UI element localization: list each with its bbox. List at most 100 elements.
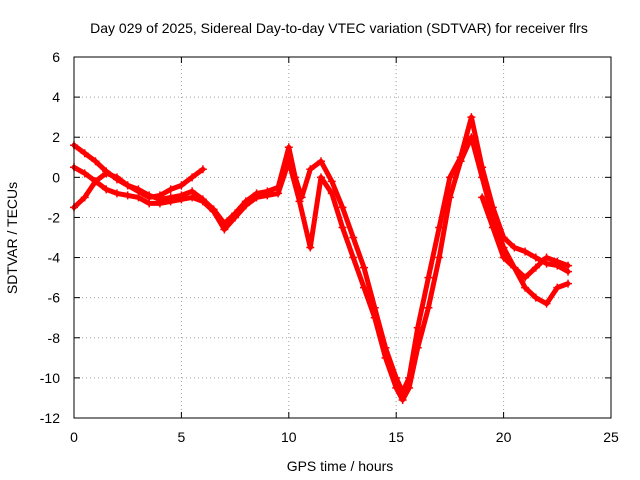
data-point (435, 223, 444, 232)
data-point (359, 263, 368, 272)
data-point (134, 187, 143, 196)
data-point (521, 273, 530, 282)
y-tick-label: 2 (52, 129, 60, 145)
series-satellite-track-short (70, 165, 207, 212)
x-tick-label: 10 (281, 429, 297, 445)
data-point (188, 173, 197, 182)
data-point (381, 353, 390, 362)
data-point (521, 247, 530, 256)
x-tick-label: 5 (178, 429, 186, 445)
data-point (123, 181, 132, 190)
data-point (155, 199, 164, 208)
data-point (263, 191, 272, 200)
data-point (478, 173, 487, 182)
data-point (198, 197, 207, 206)
data-point (112, 189, 121, 198)
data-point (231, 213, 240, 222)
data-point (145, 193, 154, 202)
data-point (398, 395, 407, 404)
x-axis-label: GPS time / hours (287, 458, 394, 474)
data-point (295, 197, 304, 206)
data-point (542, 299, 551, 308)
x-tick-label: 20 (496, 429, 512, 445)
data-point (209, 207, 218, 216)
data-point (445, 193, 454, 202)
data-point (188, 193, 197, 202)
data-point (521, 283, 530, 292)
data-point (338, 223, 347, 232)
y-tick-label: -12 (40, 410, 60, 426)
data-point (456, 157, 465, 166)
data-point (531, 263, 540, 272)
data-point (177, 195, 186, 204)
y-tick-label: 6 (52, 49, 60, 65)
data-point (284, 143, 293, 152)
y-tick-label: -10 (40, 370, 60, 386)
data-point (166, 185, 175, 194)
x-tick-label: 25 (603, 429, 619, 445)
data-point (284, 157, 293, 166)
data-point (317, 157, 326, 166)
data-point (359, 283, 368, 292)
data-point (424, 303, 433, 312)
data-point (80, 193, 89, 202)
data-point (392, 383, 401, 392)
data-point (467, 113, 476, 122)
data-point (564, 279, 573, 288)
data-point (499, 253, 508, 262)
data-point (553, 257, 562, 266)
data-point (531, 293, 540, 302)
data-point (338, 203, 347, 212)
data-point (467, 133, 476, 142)
data-point (91, 157, 100, 166)
data-point (306, 243, 315, 252)
data-point (327, 177, 336, 186)
data-point (413, 323, 422, 332)
data-point (112, 173, 121, 182)
data-point (220, 225, 229, 234)
series-satellite-track-late (478, 193, 573, 282)
y-tick-label: -4 (48, 250, 61, 266)
data-point (198, 165, 207, 174)
y-tick-label: 4 (52, 89, 60, 105)
x-tick-label: 0 (70, 429, 78, 445)
y-tick-label: -8 (48, 330, 61, 346)
data-point (564, 261, 573, 270)
y-tick-label: 0 (52, 169, 60, 185)
data-point (317, 173, 326, 182)
data-point (445, 173, 454, 182)
data-point (166, 197, 175, 206)
data-point (91, 177, 100, 186)
data-point (553, 283, 562, 292)
data-point (123, 191, 132, 200)
data-point (370, 313, 379, 322)
series-satellite-track-lower (70, 133, 573, 404)
x-tick-label: 15 (388, 429, 404, 445)
data-point (177, 181, 186, 190)
data-point (510, 243, 519, 252)
chart-title: Day 029 of 2025, Sidereal Day-to-day VTE… (90, 20, 588, 36)
data-point (102, 185, 111, 194)
data-point (542, 253, 551, 262)
data-series (70, 113, 573, 404)
data-point (531, 253, 540, 262)
data-point (413, 343, 422, 352)
data-point (252, 193, 261, 202)
data-point (306, 165, 315, 174)
data-point (405, 383, 414, 392)
data-point (274, 189, 283, 198)
axis-ticks: 0 5 10 15 20 25 -12 -10 -8 -6 -4 -2 0 2 4 6 (40, 49, 619, 445)
data-point (327, 189, 336, 198)
series-satellite-track-upper (70, 113, 573, 396)
y-tick-label: -2 (48, 209, 61, 225)
data-point (349, 253, 358, 262)
data-point (435, 253, 444, 262)
y-axis-label: SDTVAR / TECUs (4, 182, 20, 294)
data-point (102, 169, 111, 178)
plot-frame (73, 56, 612, 419)
data-point (349, 233, 358, 242)
grid-lines (74, 57, 611, 418)
data-point (424, 273, 433, 282)
data-point (488, 223, 497, 232)
data-point (155, 191, 164, 200)
